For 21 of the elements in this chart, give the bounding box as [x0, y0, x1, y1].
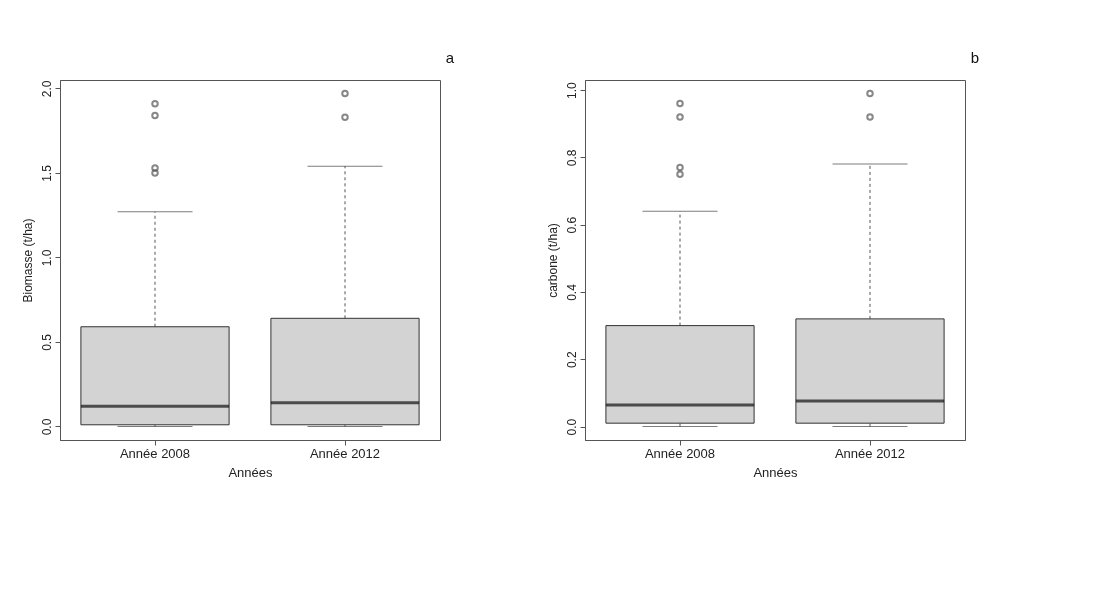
text: a — [445, 49, 455, 66]
y-tick-label: 0.4 — [564, 283, 579, 301]
y-tick-label: 0.5 — [39, 333, 54, 351]
y-tick-label: 1.0 — [564, 81, 579, 99]
x-axis-title: Années — [228, 464, 274, 480]
y-tick-label: 0.2 — [564, 351, 579, 369]
x-tick-label: Année 2008 — [119, 445, 191, 461]
y-tick-label: 1.5 — [39, 164, 54, 182]
y-tick-label: 0.8 — [564, 149, 579, 167]
text: b — [970, 49, 980, 66]
y-tick-label: 2.0 — [39, 80, 54, 98]
x-tick-label: Année 2012 — [834, 445, 906, 461]
y-tick-label: 1.0 — [39, 249, 54, 267]
y-tick-label: 0.6 — [564, 216, 579, 234]
y-axis-title: Biomasse (t/ha) — [20, 218, 35, 303]
y-tick-label: 0.0 — [39, 418, 54, 436]
x-axis-title: Années — [753, 464, 799, 480]
x-tick-label: Année 2012 — [309, 445, 381, 461]
x-tick-label: Année 2008 — [644, 445, 716, 461]
y-axis-title: carbone (t/ha) — [545, 223, 560, 298]
y-tick-label: 0.0 — [564, 418, 579, 436]
